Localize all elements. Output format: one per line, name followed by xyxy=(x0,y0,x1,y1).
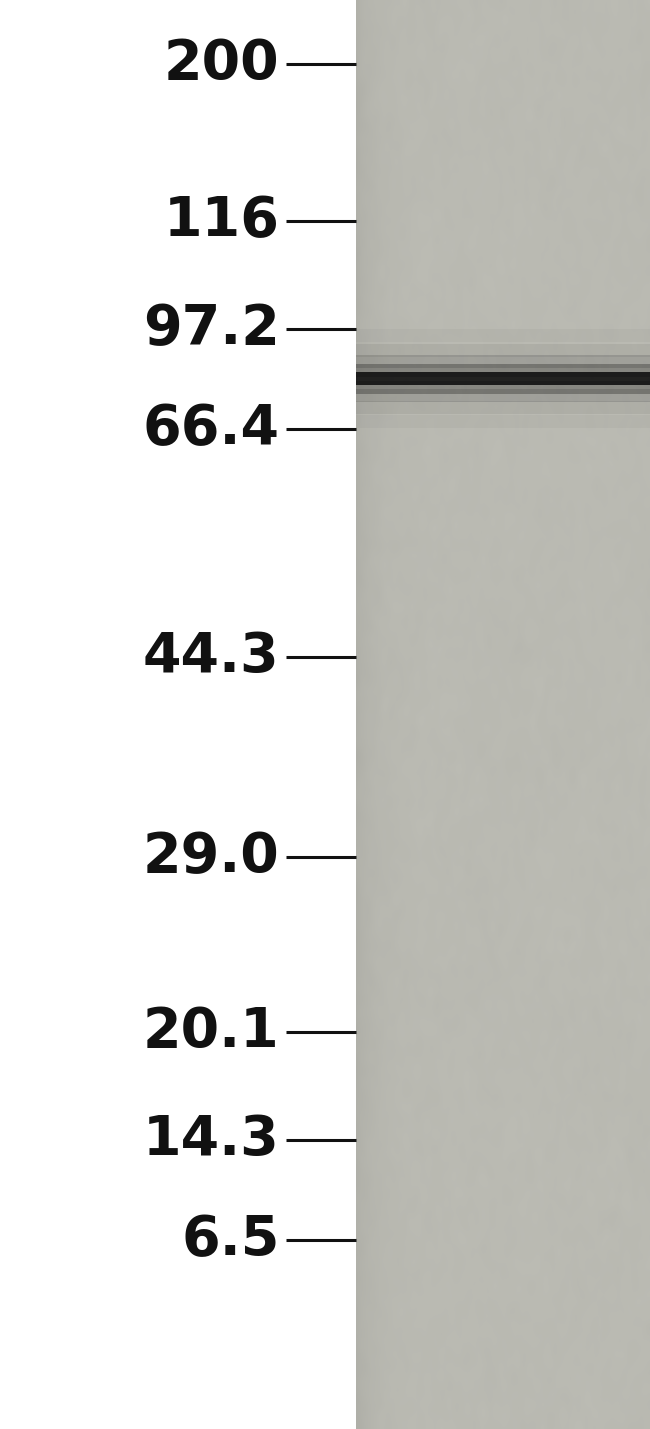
Text: 97.2: 97.2 xyxy=(142,302,280,356)
Bar xyxy=(356,354,650,369)
Bar xyxy=(356,364,650,377)
Text: 29.0: 29.0 xyxy=(143,830,280,885)
Bar xyxy=(356,343,650,357)
Text: 66.4: 66.4 xyxy=(142,402,280,456)
Bar xyxy=(0,0,356,1429)
Text: 44.3: 44.3 xyxy=(143,630,280,684)
Bar xyxy=(356,329,650,343)
Bar xyxy=(356,380,650,393)
Bar xyxy=(356,372,650,384)
Bar xyxy=(356,389,650,403)
Text: 200: 200 xyxy=(164,37,280,91)
Text: 6.5: 6.5 xyxy=(181,1213,280,1268)
Bar xyxy=(356,400,650,414)
Text: 116: 116 xyxy=(164,194,280,249)
Bar xyxy=(356,416,650,429)
Text: 14.3: 14.3 xyxy=(143,1113,280,1167)
Text: 20.1: 20.1 xyxy=(143,1005,280,1059)
